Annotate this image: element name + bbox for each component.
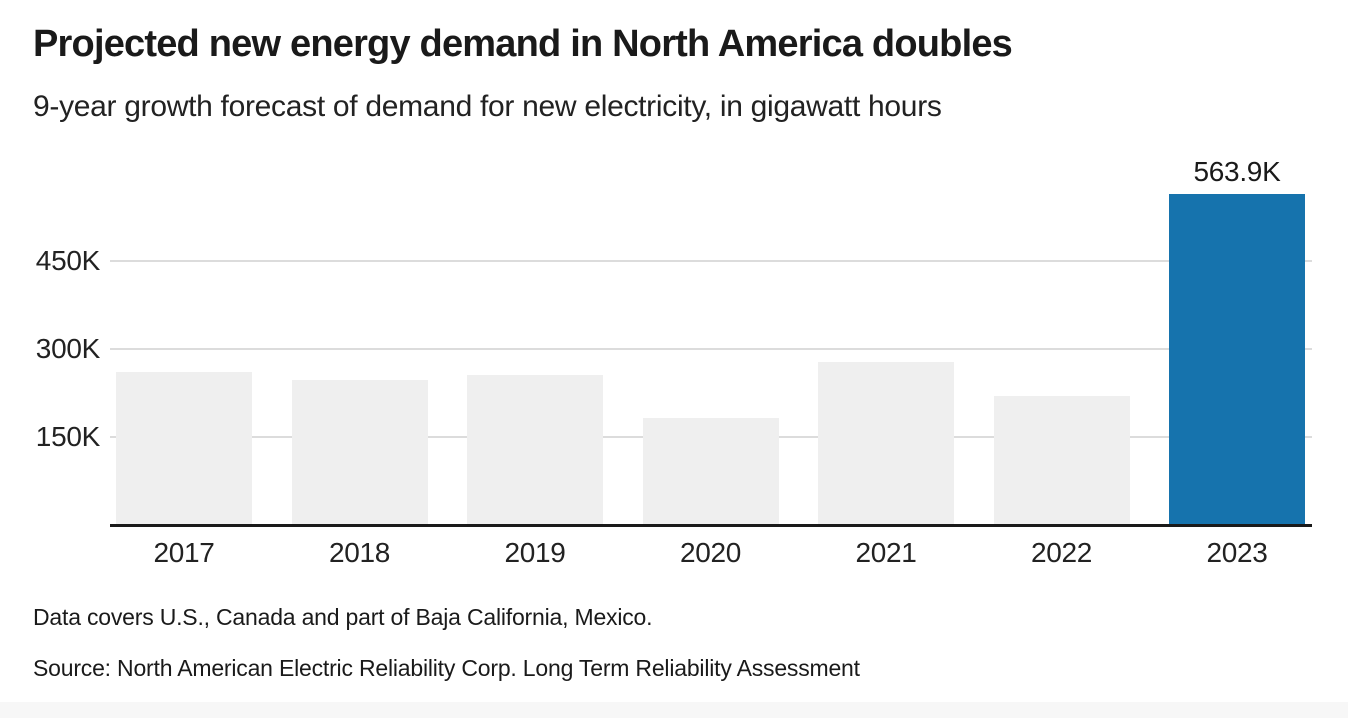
x-axis-line (110, 524, 1312, 527)
bar-2023 (1169, 194, 1305, 525)
chart-subtitle: 9-year growth forecast of demand for new… (33, 90, 942, 123)
x-axis-label-2022: 2022 (1030, 537, 1093, 568)
x-axis-label-2020: 2020 (679, 537, 742, 568)
bottom-strip (0, 702, 1348, 718)
chart-title: Projected new energy demand in North Ame… (33, 23, 1013, 65)
x-axis-label-2019: 2019 (504, 537, 566, 568)
x-axis-label-2017: 2017 (153, 537, 215, 568)
value-label-563.9K: 563.9K (1193, 156, 1281, 187)
source-line: Source: North American Electric Reliabil… (33, 655, 860, 681)
y-axis-label-150K: 150K (35, 421, 101, 452)
x-axis-label-2023: 2023 (1206, 537, 1268, 568)
bar-2018 (291, 379, 428, 525)
data-coverage-note: Data covers U.S., Canada and part of Baj… (33, 604, 653, 630)
bar-2019 (467, 375, 603, 525)
bar-2020 (642, 418, 779, 525)
gridline-300K (110, 348, 1312, 350)
bar-2017 (116, 372, 252, 525)
gridline-450K (110, 260, 1312, 262)
y-axis-label-300K: 300K (35, 333, 101, 364)
x-axis-label-2018: 2018 (328, 537, 391, 568)
bar-2021 (818, 362, 954, 525)
bar-2022 (993, 395, 1130, 525)
x-axis-label-2021: 2021 (855, 537, 917, 568)
y-axis-label-450K: 450K (35, 245, 101, 276)
